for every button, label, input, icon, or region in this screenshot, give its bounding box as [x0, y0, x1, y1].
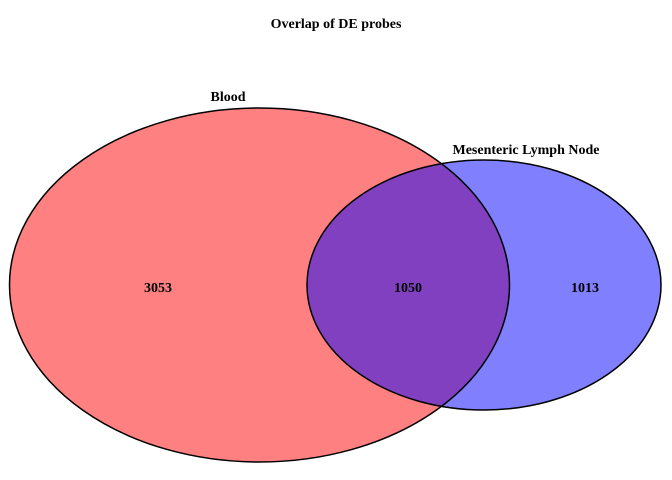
- set-label-lymph-node: Mesenteric Lymph Node: [453, 143, 600, 158]
- count-blood-only: 3053: [144, 281, 172, 296]
- count-lymph-node-only: 1013: [571, 281, 599, 296]
- set-label-blood: Blood: [210, 90, 245, 105]
- set-lymph-node-outline: [306, 159, 662, 411]
- count-intersection: 1050: [394, 281, 422, 296]
- chart-title: Overlap of DE probes: [271, 17, 402, 32]
- set-blood-outline: [8, 107, 511, 463]
- intersection-region: [307, 160, 510, 410]
